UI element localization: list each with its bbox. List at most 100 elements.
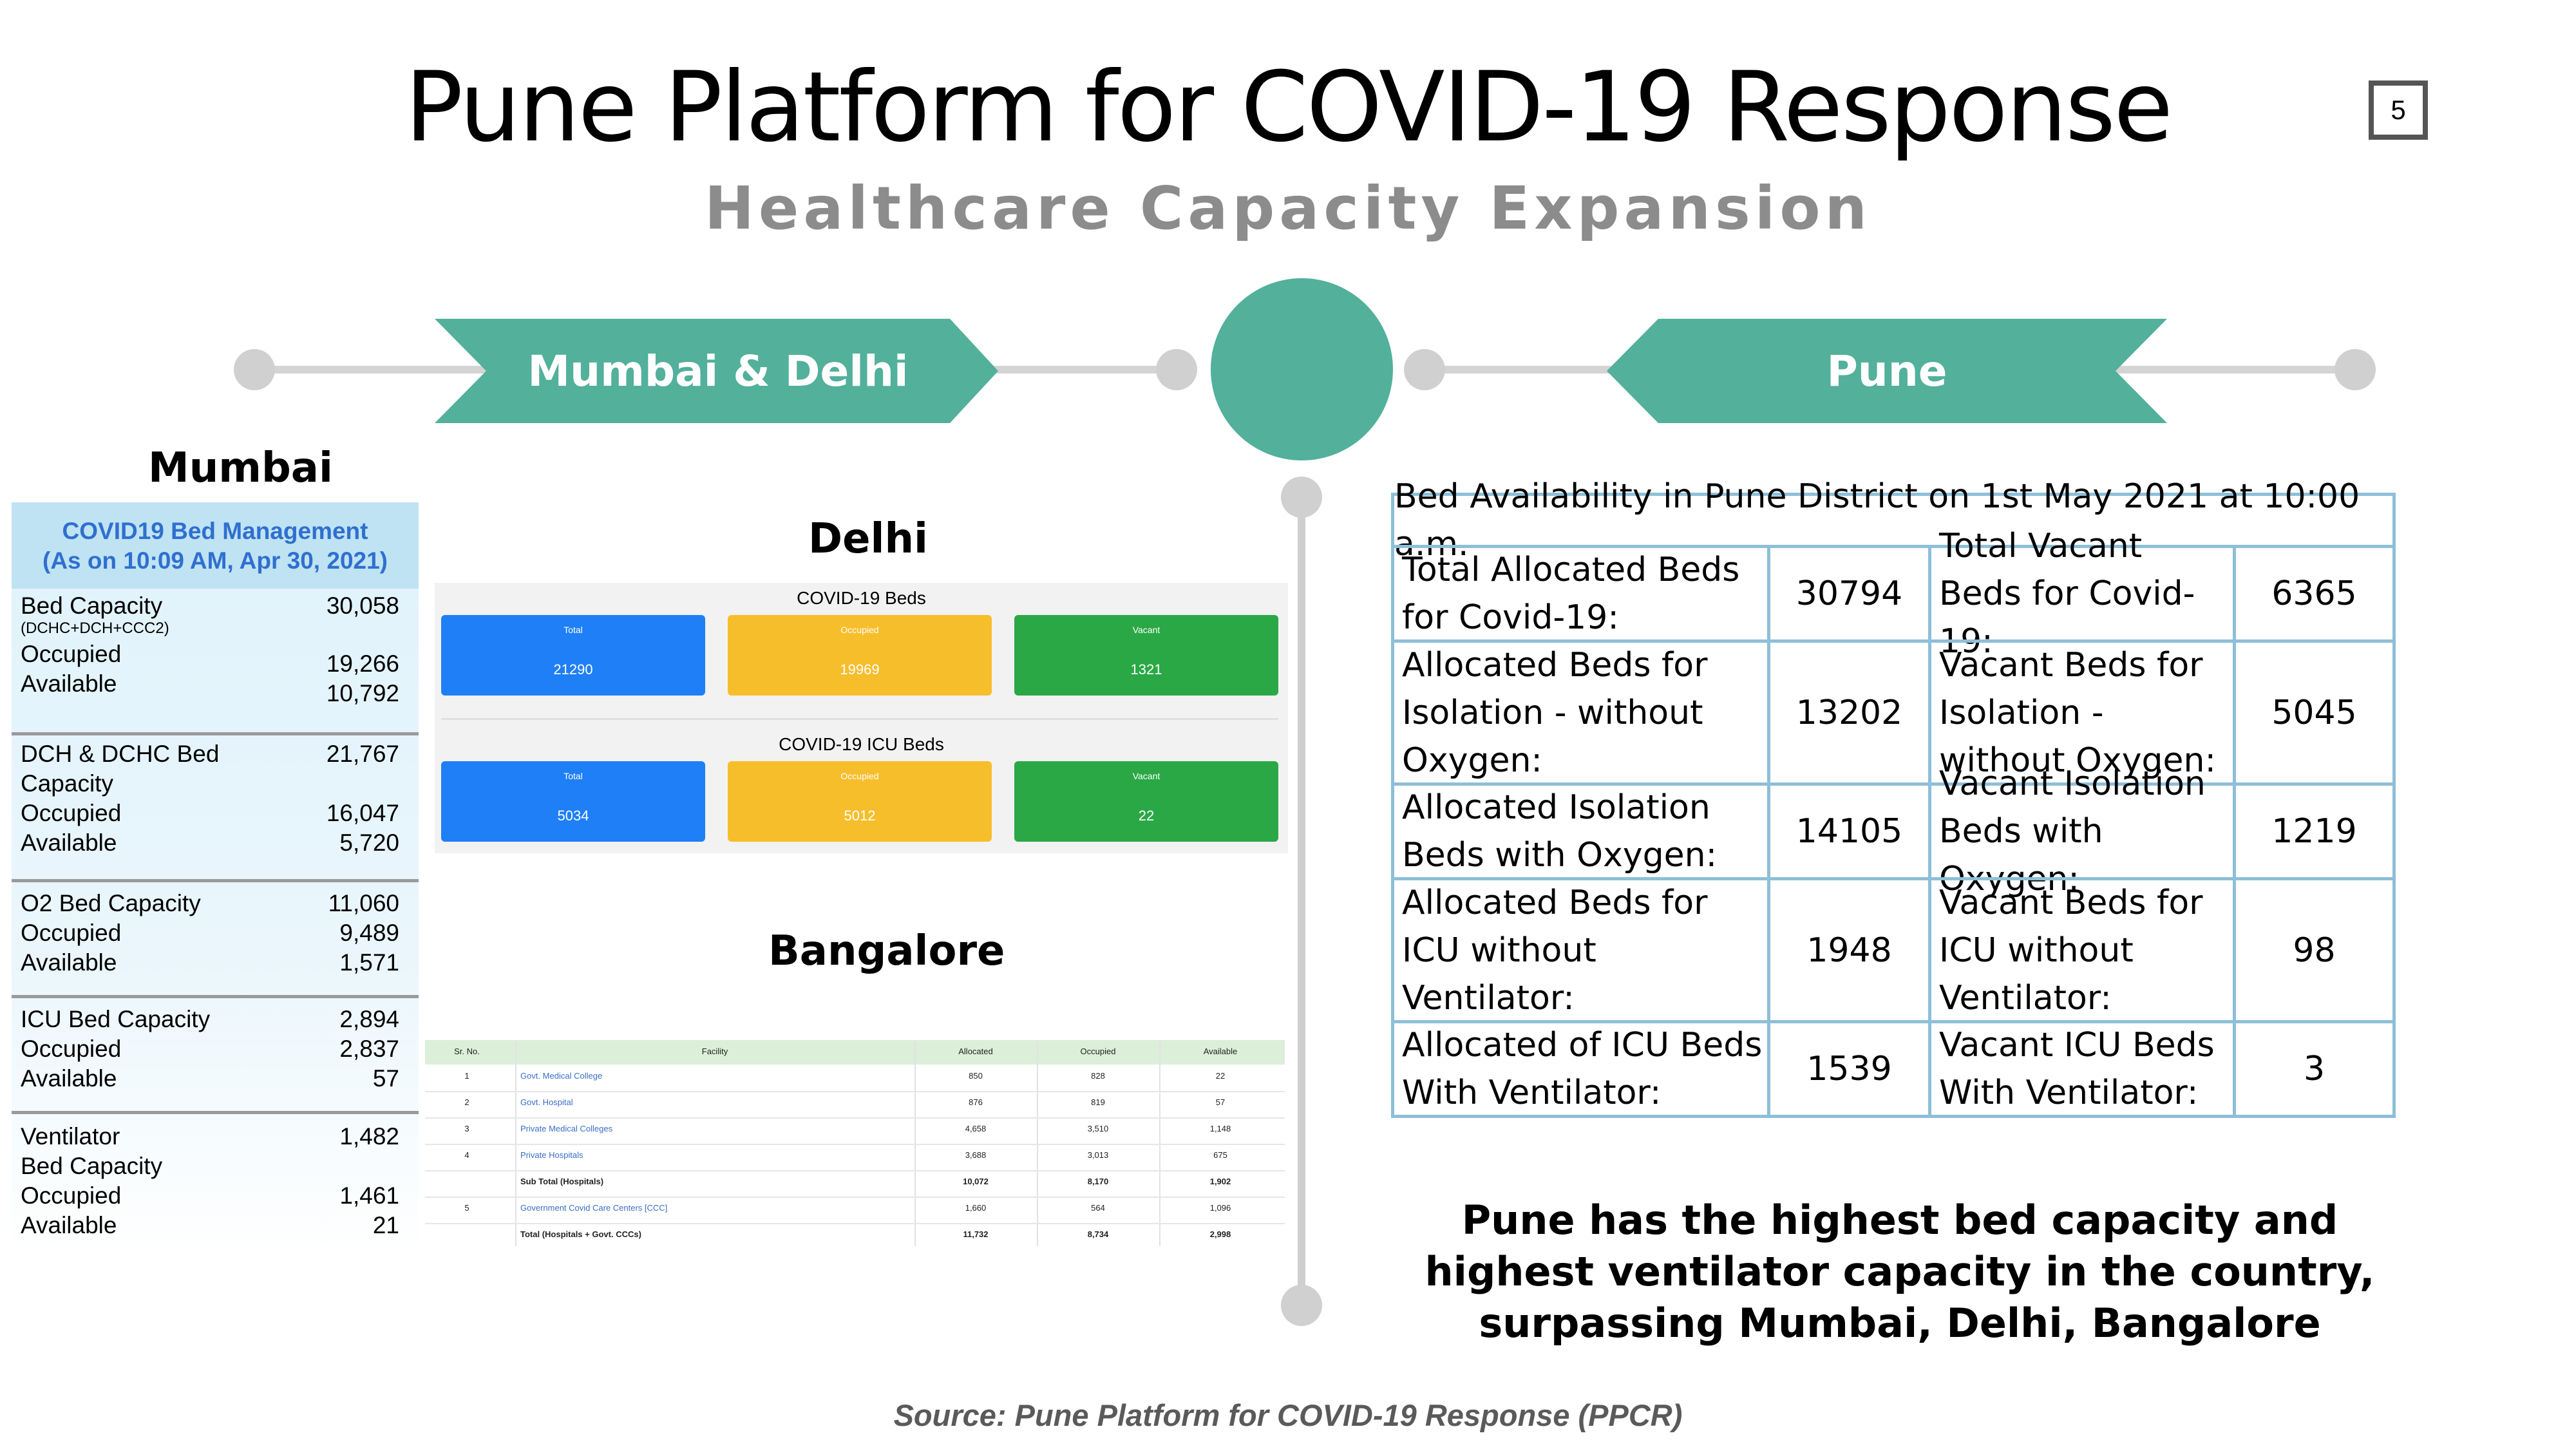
mumbai-label: Ventilator: [21, 1123, 120, 1150]
pune-vacant-value: 98: [2233, 877, 2396, 1023]
column-header: Allocated: [958, 1046, 993, 1056]
left-banner-label: Mumbai & Delhi: [527, 346, 909, 396]
mumbai-value: 30,058: [326, 592, 399, 619]
delhi-beds-vacant-card: [1014, 615, 1278, 696]
mumbai-value: 9,489: [339, 920, 399, 946]
facility-link[interactable]: Private Medical Colleges: [520, 1124, 613, 1133]
mumbai-label: ICU Bed Capacity: [21, 1006, 211, 1032]
pune-table-title: Bed Availability in Pune District on 1st…: [1391, 477, 2396, 564]
table-cell: 850: [969, 1071, 983, 1081]
mumbai-label: Bed Capacity: [21, 592, 163, 619]
bangalore-col-line: [1159, 1040, 1160, 1246]
mumbai-value: 21,767: [326, 741, 399, 767]
mumbai-divider: [12, 995, 419, 998]
mumbai-label: Available: [21, 1065, 117, 1092]
mumbai-label: Available: [21, 949, 117, 976]
card-label: Occupied: [840, 625, 879, 635]
delhi-beds-occupied-card: [728, 615, 992, 696]
source-note: Source: Pune Platform for COVID-19 Respo…: [893, 1398, 1683, 1432]
delhi-icu-occupied-card: [728, 761, 992, 842]
mumbai-value: 16,047: [326, 800, 399, 826]
delhi-beds-title: COVID-19 Beds: [797, 588, 926, 608]
facility-link[interactable]: Government Covid Care Centers [CCC]: [520, 1203, 668, 1213]
column-header: Available: [1203, 1046, 1238, 1056]
pune-vacant-label: Total Vacant Beds for Covid-19:: [1928, 527, 2236, 661]
bangalore-table-header: [425, 1040, 1285, 1065]
timeline-center-circle: [1211, 278, 1393, 460]
card-label: Vacant: [1132, 771, 1160, 781]
pune-alloc-label: Allocated Beds for ICU without Ventilato…: [1391, 877, 1770, 1023]
table-cell: 3,013: [1087, 1150, 1109, 1160]
mumbai-label: Available: [21, 670, 117, 697]
pune-alloc-value: 1539: [1767, 1020, 1931, 1118]
mumbai-label: Available: [21, 1212, 117, 1238]
timeline-dot: [1404, 349, 1445, 390]
pune-vacant-label: Vacant Beds for ICU without Ventilator:: [1928, 877, 2236, 1023]
mumbai-label: Occupied: [21, 1182, 122, 1209]
delhi-icu-vacant-card: [1014, 761, 1278, 842]
bangalore-heading: Bangalore: [768, 927, 1005, 975]
card-label: Total: [564, 625, 583, 635]
row-line: [425, 1223, 1285, 1224]
row-line: [425, 1197, 1285, 1198]
pune-alloc-label: Allocated Isolation Beds with Oxygen:: [1391, 782, 1770, 880]
column-header: Sr. No.: [454, 1046, 480, 1056]
mumbai-panel-date: (As on 10:09 AM, Apr 30, 2021): [43, 547, 388, 574]
table-cell: 1,096: [1209, 1203, 1231, 1213]
pune-alloc-label: Total Allocated Beds for Covid-19:: [1391, 545, 1770, 643]
mumbai-value: 1,482: [339, 1123, 399, 1150]
table-cell: 3,510: [1087, 1124, 1109, 1133]
row-line: [425, 1170, 1285, 1171]
delhi-icu-title: COVID-19 ICU Beds: [779, 734, 944, 754]
table-cell: 828: [1091, 1071, 1105, 1081]
card-value: 1321: [1130, 661, 1162, 677]
mumbai-label: DCH & DCHC Bed: [21, 741, 220, 767]
mumbai-value: 2,894: [339, 1006, 399, 1032]
table-cell: 1,660: [965, 1203, 987, 1213]
bangalore-col-line: [1037, 1040, 1038, 1246]
vertical-divider: [1298, 496, 1305, 1307]
facility-link[interactable]: Govt. Medical College: [520, 1071, 603, 1081]
pune-vacant-value: 6365: [2233, 545, 2396, 643]
facility-link[interactable]: Govt. Hospital: [520, 1097, 573, 1107]
row-line: [425, 1091, 1285, 1092]
page-subtitle: Healthcare Capacity Expansion: [704, 174, 1872, 243]
card-label: Total: [564, 771, 583, 781]
pune-vacant-value: 5045: [2233, 639, 2396, 786]
mumbai-divider: [12, 1111, 419, 1114]
mumbai-label: Occupied: [21, 800, 122, 826]
page-number: 5: [2369, 80, 2428, 140]
right-banner-shape: [1607, 319, 2167, 423]
mumbai-value: 2,837: [339, 1036, 399, 1062]
table-cell: 2,998: [1209, 1229, 1231, 1239]
pune-vacant-value: 1219: [2233, 782, 2396, 880]
table-cell: 819: [1091, 1097, 1105, 1107]
delhi-icu-total-card: [441, 761, 705, 842]
facility-link[interactable]: Private Hospitals: [520, 1150, 583, 1160]
bangalore-col-line: [515, 1040, 516, 1246]
mumbai-label: Occupied: [21, 641, 122, 667]
table-cell: 1: [464, 1071, 469, 1081]
table-cell: 10,072: [963, 1177, 989, 1186]
table-cell: 8,170: [1087, 1177, 1109, 1186]
card-value: 21290: [553, 661, 593, 677]
table-cell: 1,148: [1209, 1124, 1231, 1133]
timeline-dot: [234, 349, 275, 390]
table-cell: 4: [464, 1150, 469, 1160]
column-header: Occupied: [1080, 1046, 1116, 1056]
mumbai-divider: [12, 732, 419, 735]
table-cell: 3: [464, 1124, 469, 1133]
mumbai-value: 1,461: [339, 1182, 399, 1209]
pune-conclusion: Pune has the highest bed capacity and hi…: [1425, 1197, 2375, 1347]
timeline-dot: [1156, 349, 1197, 390]
card-value: 5012: [844, 808, 876, 824]
mumbai-value: 57: [372, 1065, 399, 1092]
right-banner-label: Pune: [1826, 346, 1947, 396]
mumbai-label: Bed Capacity: [21, 1153, 163, 1179]
divider-dot-top: [1281, 477, 1322, 518]
mumbai-panel-title: COVID19 Bed Management: [62, 518, 368, 544]
table-cell: 3,688: [965, 1150, 987, 1160]
mumbai-value: 19,266: [326, 650, 399, 677]
mumbai-label: Occupied: [21, 1036, 122, 1062]
column-header: Facility: [701, 1046, 728, 1056]
